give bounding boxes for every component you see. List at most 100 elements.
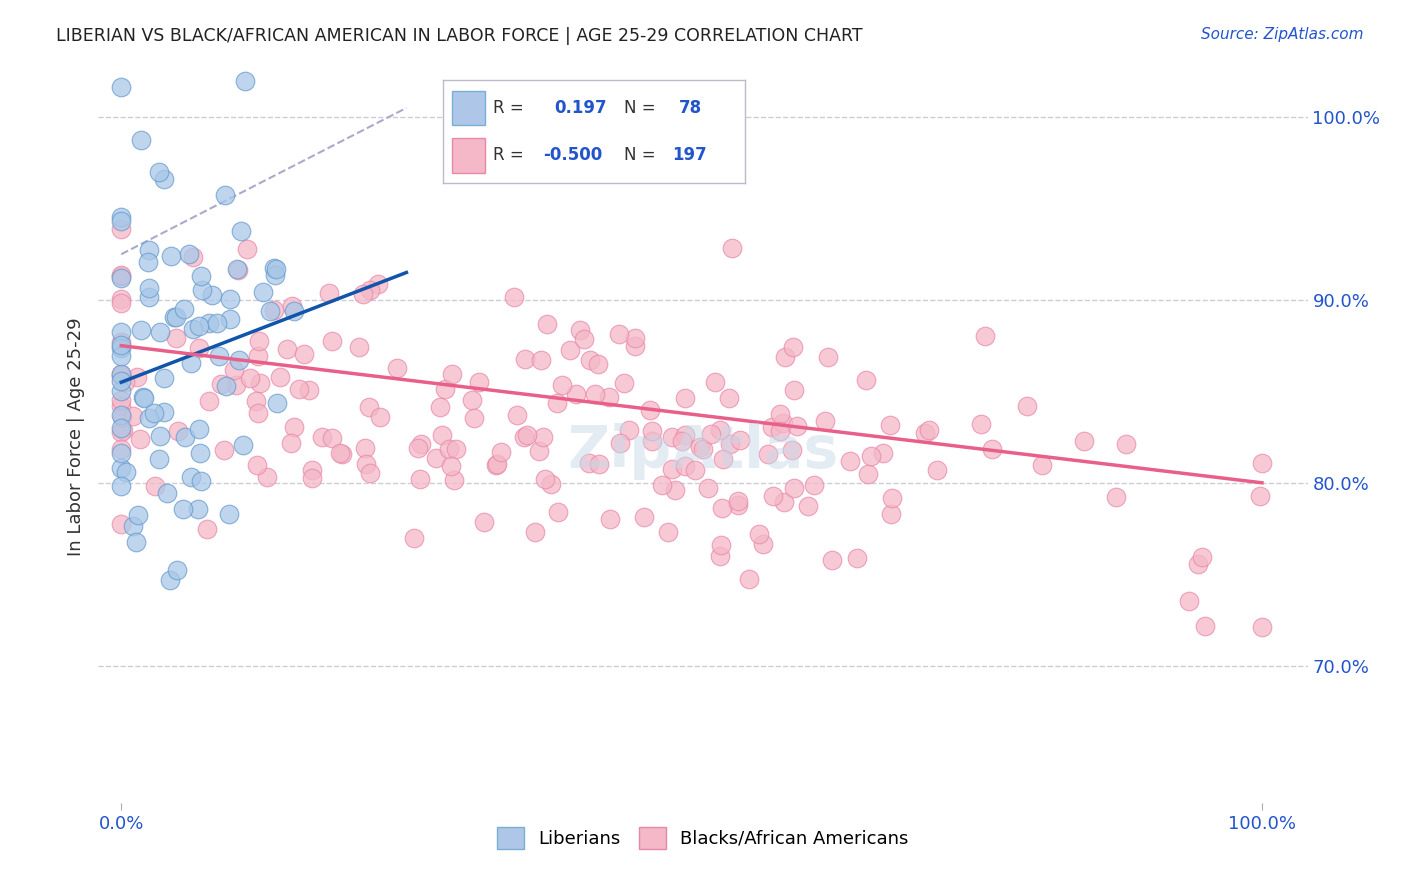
Point	[114, 466, 136, 480]
Point	[110, 446, 132, 460]
Point	[531, 430, 554, 444]
Point	[110, 369, 132, 384]
Point	[546, 396, 568, 410]
Point	[156, 486, 179, 500]
Point	[125, 535, 148, 549]
Point	[110, 421, 132, 435]
Point	[235, 242, 257, 256]
Point	[110, 338, 132, 352]
Point	[783, 482, 806, 496]
Point	[239, 371, 262, 385]
Text: LIBERIAN VS BLACK/AFRICAN AMERICAN IN LABOR FORCE | AGE 25-29 CORRELATION CHART: LIBERIAN VS BLACK/AFRICAN AMERICAN IN LA…	[56, 27, 863, 45]
Point	[138, 281, 160, 295]
Text: ZipAtlas: ZipAtlas	[568, 423, 838, 480]
Text: Source: ZipAtlas.com: Source: ZipAtlas.com	[1201, 27, 1364, 42]
Point	[129, 323, 152, 337]
Point	[110, 210, 132, 224]
Point	[132, 390, 155, 404]
Point	[121, 409, 143, 424]
Point	[846, 551, 869, 566]
Point	[689, 440, 711, 454]
Point	[110, 374, 132, 388]
Point	[727, 494, 749, 508]
Point	[773, 494, 796, 508]
Point	[329, 445, 352, 459]
Text: -0.500: -0.500	[543, 146, 602, 164]
Point	[110, 350, 132, 364]
Point	[138, 290, 160, 304]
Point	[110, 384, 132, 399]
Point	[821, 552, 844, 566]
Point	[839, 453, 862, 467]
Point	[769, 408, 792, 422]
Point	[671, 434, 693, 448]
Point	[359, 466, 381, 480]
Point	[247, 334, 270, 349]
Point	[110, 293, 132, 307]
Point	[136, 255, 159, 269]
Point	[814, 414, 837, 428]
Point	[110, 270, 132, 285]
Point	[692, 442, 714, 456]
Point	[110, 400, 132, 414]
Point	[727, 498, 749, 512]
Point	[188, 422, 211, 436]
Point	[638, 403, 661, 417]
Point	[259, 303, 281, 318]
Point	[572, 333, 595, 347]
Point	[486, 457, 509, 471]
Point	[110, 479, 132, 493]
Point	[1187, 557, 1209, 571]
Point	[143, 406, 166, 420]
Point	[756, 447, 779, 461]
Point	[283, 304, 305, 318]
Point	[623, 339, 645, 353]
Point	[318, 285, 340, 300]
Point	[609, 436, 631, 450]
Point	[718, 437, 741, 451]
Point	[114, 375, 136, 389]
Point	[402, 531, 425, 545]
Point	[149, 325, 172, 339]
Point	[110, 334, 132, 349]
Point	[728, 433, 751, 447]
Point	[249, 376, 271, 390]
Point	[588, 458, 610, 472]
Legend: Liberians, Blacks/African Americans: Liberians, Blacks/African Americans	[489, 820, 917, 856]
Point	[551, 377, 574, 392]
Point	[110, 222, 132, 236]
Point	[783, 383, 806, 397]
Text: N =: N =	[624, 146, 655, 164]
Point	[664, 483, 686, 497]
Point	[411, 437, 433, 451]
Point	[111, 423, 134, 437]
Text: R =: R =	[492, 146, 523, 164]
Point	[1015, 399, 1038, 413]
Point	[110, 367, 132, 381]
Point	[461, 393, 484, 408]
Point	[704, 376, 727, 390]
Point	[218, 293, 240, 307]
Point	[440, 458, 463, 473]
Point	[641, 434, 664, 448]
Point	[433, 382, 456, 396]
Point	[246, 406, 269, 420]
Point	[443, 473, 465, 487]
Point	[198, 316, 221, 330]
Point	[283, 419, 305, 434]
Point	[430, 428, 453, 442]
Point	[110, 268, 132, 283]
Point	[773, 350, 796, 364]
Point	[697, 481, 720, 495]
Point	[368, 409, 391, 424]
Point	[699, 427, 721, 442]
Point	[387, 361, 409, 376]
Y-axis label: In Labor Force | Age 25-29: In Labor Force | Age 25-29	[66, 318, 84, 557]
Point	[505, 409, 527, 423]
Point	[1115, 437, 1137, 451]
Point	[598, 390, 620, 404]
Point	[110, 214, 132, 228]
Point	[354, 457, 377, 471]
Point	[599, 512, 621, 526]
Point	[472, 516, 495, 530]
